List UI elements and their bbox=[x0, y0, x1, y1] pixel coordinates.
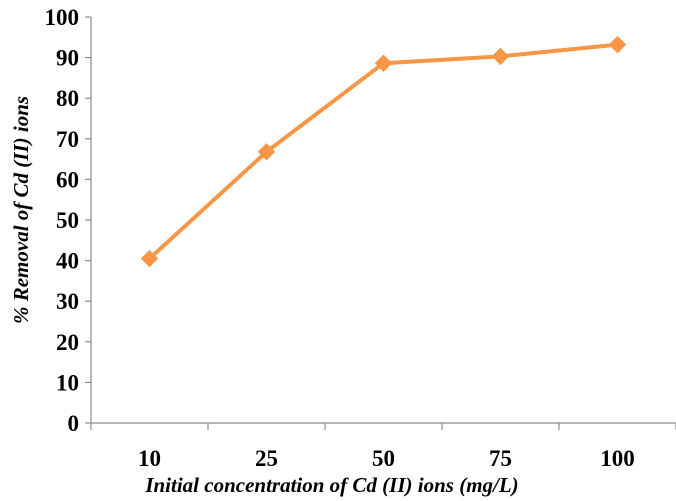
series bbox=[140, 35, 627, 268]
series-line bbox=[148, 42, 618, 261]
data-point-marker bbox=[374, 54, 393, 72]
y-tick-label: 60 bbox=[56, 167, 79, 192]
data-point-marker bbox=[608, 35, 627, 54]
x-tick-label: 75 bbox=[489, 446, 512, 471]
data-point-marker bbox=[140, 249, 159, 268]
x-tick-label: 25 bbox=[255, 446, 278, 471]
x-tick-label: 100 bbox=[600, 446, 635, 471]
y-tick-label: 40 bbox=[56, 249, 79, 274]
y-tick-label: 20 bbox=[56, 330, 79, 355]
y-tick-label: 80 bbox=[56, 86, 79, 111]
y-tick-label: 90 bbox=[56, 46, 79, 71]
x-tick-label: 10 bbox=[138, 446, 161, 471]
y-tick-label: 50 bbox=[56, 208, 79, 233]
y-tick-label: 70 bbox=[56, 127, 79, 152]
x-axis-title: Initial concentration of Cd (II) ions (m… bbox=[144, 473, 518, 497]
y-tick-label: 100 bbox=[45, 5, 80, 30]
y-tick-label: 30 bbox=[56, 289, 79, 314]
y-axis: 0 10 20 30 40 50 60 70 80 90 100 bbox=[45, 5, 92, 436]
x-tick-label: 50 bbox=[372, 446, 395, 471]
x-axis: 10 25 50 75 100 bbox=[90, 422, 676, 471]
y-tick-label: 10 bbox=[56, 370, 79, 395]
y-tick-label: 0 bbox=[68, 411, 80, 436]
data-point-marker bbox=[257, 143, 276, 161]
data-point-marker bbox=[491, 47, 510, 66]
y-axis-title: % Removal of Cd (II) ions bbox=[9, 96, 33, 324]
